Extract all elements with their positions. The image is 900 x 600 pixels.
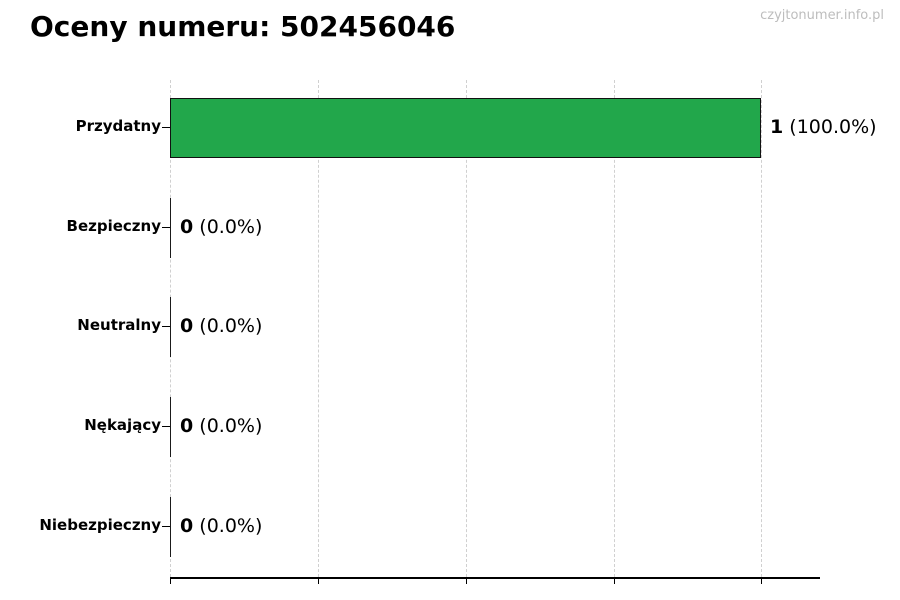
bar-value-niebezpieczny: 0 (0.0%): [180, 515, 262, 537]
y-tick-1: [162, 227, 170, 228]
bar-bezpieczny: [170, 198, 171, 258]
bar-nekajacy: [170, 397, 171, 457]
bar-value-bezpieczny: 0 (0.0%): [180, 216, 262, 238]
x-tick-1: [318, 577, 319, 584]
bar-count-nekajacy: 0: [180, 415, 194, 437]
x-tick-3: [614, 577, 615, 584]
bar-value-nekajacy: 0 (0.0%): [180, 415, 262, 437]
bar-niebezpieczny: [170, 497, 171, 557]
bar-count-bezpieczny: 0: [180, 216, 194, 238]
x-tick-2: [466, 577, 467, 584]
bar-value-przydatny: 1 (100.0%): [770, 116, 877, 138]
bar-value-neutralny: 0 (0.0%): [180, 315, 262, 337]
x-tick-4: [761, 577, 762, 584]
site-watermark: czyjtonumer.info.pl: [760, 8, 884, 23]
y-tick-3: [162, 426, 170, 427]
bar-count-neutralny: 0: [180, 315, 194, 337]
y-axis-label-bezpieczny: Bezpieczny: [66, 217, 161, 235]
gridline-4: [761, 80, 762, 577]
y-axis-label-nekajacy: Nękający: [84, 416, 161, 434]
bar-count-niebezpieczny: 0: [180, 515, 194, 537]
gridline-1: [318, 80, 319, 577]
x-tick-0: [170, 577, 171, 584]
y-axis-label-niebezpieczny: Niebezpieczny: [39, 516, 161, 534]
bar-count-przydatny: 1: [770, 116, 784, 138]
bar-przydatny: [170, 98, 761, 158]
bar-percent-neutralny: (0.0%): [199, 315, 263, 337]
y-tick-2: [162, 326, 170, 327]
bar-percent-niebezpieczny: (0.0%): [199, 515, 263, 537]
x-axis: [170, 577, 820, 579]
y-tick-0: [162, 127, 170, 128]
bar-percent-bezpieczny: (0.0%): [199, 216, 263, 238]
y-axis-label-neutralny: Neutralny: [77, 316, 161, 334]
y-axis-label-przydatny: Przydatny: [75, 117, 161, 135]
gridline-3: [614, 80, 615, 577]
bar-percent-nekajacy: (0.0%): [199, 415, 263, 437]
page-title: Oceny numeru: 502456046: [30, 10, 456, 43]
bar-neutralny: [170, 297, 171, 357]
y-tick-4: [162, 526, 170, 527]
gridline-2: [466, 80, 467, 577]
bar-percent-przydatny: (100.0%): [789, 116, 877, 138]
